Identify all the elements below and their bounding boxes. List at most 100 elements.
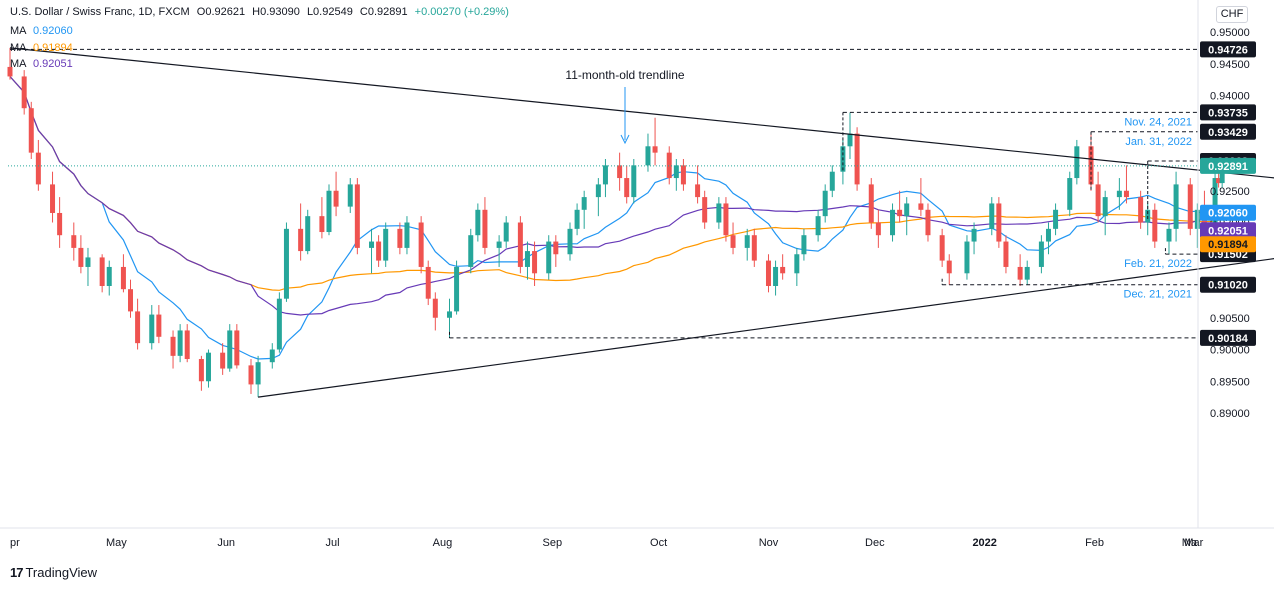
ma-legend-1[interactable]: MA 0.92060 — [10, 25, 73, 37]
candle-body — [875, 222, 881, 236]
candle-body — [602, 165, 608, 185]
price-label-box — [1200, 123, 1256, 140]
candle-body — [1024, 266, 1030, 280]
currency-badge[interactable]: CHF — [1216, 6, 1248, 23]
y-tick-label: 0.94000 — [1210, 91, 1250, 103]
candle-body — [695, 184, 701, 198]
candle-body — [475, 209, 481, 236]
level-date-label: Dec. 21, 2021 — [1124, 289, 1193, 301]
candle-body — [751, 235, 757, 261]
candle-body — [404, 222, 410, 248]
x-tick-label: Aug — [433, 537, 453, 549]
candle-body — [269, 349, 275, 363]
candle-body — [1152, 209, 1158, 242]
candle-body — [645, 146, 651, 166]
x-tick-label: Nov — [759, 537, 779, 549]
candle-body — [333, 190, 339, 207]
candle-body — [939, 235, 945, 261]
candle-body — [283, 228, 289, 299]
candle-body — [546, 241, 552, 274]
candle-body — [904, 203, 910, 217]
x-tick-label: 2022 — [972, 537, 996, 549]
candle-body — [305, 216, 311, 252]
candle-body — [198, 359, 204, 382]
x-tick-label: Feb — [1085, 537, 1104, 549]
candle-body — [326, 190, 332, 233]
candle-body — [801, 235, 807, 255]
ma-label: MA — [10, 42, 26, 54]
ma-label: MA — [10, 58, 26, 70]
candle-body — [631, 165, 637, 198]
ohlc-close: C0.92891 — [359, 6, 408, 18]
y-tick-label: 0.95000 — [1210, 27, 1250, 39]
candle-body — [347, 184, 353, 207]
candle-body — [454, 266, 460, 312]
candle-body — [666, 152, 672, 179]
candle-body — [946, 260, 952, 274]
price-label-text: 0.91894 — [1208, 239, 1249, 251]
x-tick-label: Jun — [217, 537, 235, 549]
candle-body — [184, 330, 190, 360]
price-label-text: 0.92891 — [1208, 161, 1248, 173]
ma-legend-2[interactable]: MA 0.91894 — [10, 42, 73, 54]
x-tick-label: Ma — [1182, 537, 1198, 549]
candle-body — [925, 209, 931, 236]
ascending-trendline[interactable] — [258, 242, 1274, 398]
candle-body — [744, 235, 750, 248]
ma-legend-3[interactable]: MA 0.92051 — [10, 58, 73, 70]
y-tick-label: 0.90000 — [1210, 345, 1250, 357]
candle-body — [652, 146, 658, 153]
candle-body — [1045, 228, 1051, 242]
candle-body — [354, 184, 360, 248]
price-label-text: 0.94726 — [1208, 44, 1248, 56]
y-tick-label: 0.94500 — [1210, 59, 1250, 71]
candle-body — [765, 260, 771, 286]
candle-body — [918, 203, 924, 210]
candle-body — [21, 76, 27, 109]
candle-body — [1166, 228, 1172, 242]
candle-body — [1187, 184, 1193, 229]
candle-body — [177, 330, 183, 356]
candle-body — [1116, 190, 1122, 198]
descending-trendline[interactable] — [9, 47, 1274, 191]
candle-body — [28, 108, 34, 153]
y-tick-label: 0.89000 — [1210, 408, 1250, 420]
candle-body — [517, 222, 523, 267]
candle-body — [149, 314, 155, 344]
candle-body — [1194, 209, 1200, 229]
price-label-box — [1200, 222, 1256, 239]
candle-body — [1138, 197, 1144, 223]
candle-body — [996, 203, 1002, 242]
candle-body — [128, 289, 134, 312]
candle-body — [156, 314, 162, 337]
candle-body — [854, 133, 860, 185]
candle-body — [716, 203, 722, 223]
candle-body — [205, 352, 211, 382]
candle-body — [446, 311, 452, 318]
price-label-text: 0.92060 — [1208, 208, 1248, 220]
level-date-label: Jan. 31, 2022 — [1125, 136, 1192, 148]
x-tick-label: May — [106, 537, 127, 549]
candle-body — [673, 165, 679, 179]
price-label-text: 0.93735 — [1208, 107, 1248, 119]
candle-body — [1219, 165, 1225, 184]
candle-body — [1173, 184, 1179, 229]
price-label-box — [1200, 157, 1256, 174]
candle-body — [468, 235, 474, 267]
candle-body — [964, 241, 970, 274]
ohlc-low: L0.92549 — [306, 6, 353, 18]
candles — [7, 47, 1225, 398]
candle-body — [723, 203, 729, 236]
y-tick-label: 0.90500 — [1210, 313, 1250, 325]
candle-body — [120, 266, 126, 290]
tradingview-logo: 17 TradingView — [10, 565, 97, 580]
ma-line-purple — [9, 76, 1223, 316]
candle-body — [524, 251, 530, 267]
price-label-text: 0.90184 — [1208, 333, 1249, 345]
candle-body — [553, 241, 559, 255]
x-tick-label: Sep — [542, 537, 562, 549]
candle-body — [624, 178, 630, 198]
candle-body — [85, 257, 91, 267]
